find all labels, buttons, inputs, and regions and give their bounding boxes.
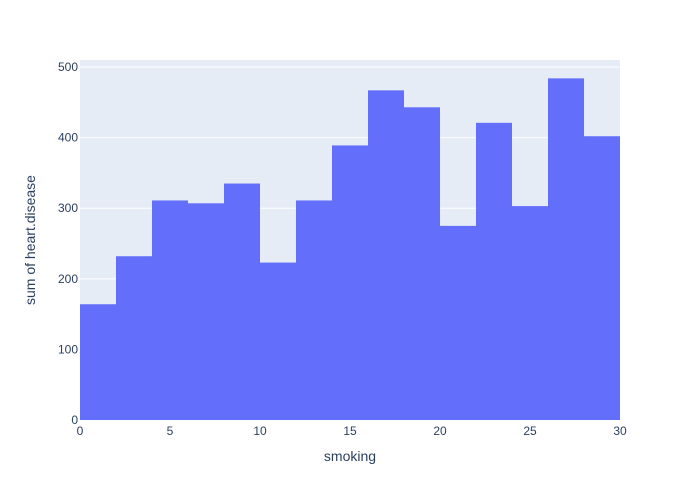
y-tick-label: 200 xyxy=(58,272,78,286)
x-tick-label: 20 xyxy=(433,424,447,438)
histogram-bar xyxy=(224,183,260,420)
x-tick-labels: 0 5 10 15 20 25 30 xyxy=(77,424,627,438)
y-tick-labels: 0 100 200 300 400 500 xyxy=(58,60,78,427)
bars xyxy=(80,78,620,421)
x-tick-label: 15 xyxy=(343,424,357,438)
x-tick-label: 0 xyxy=(77,424,84,438)
histogram-bar xyxy=(368,90,404,421)
histogram-bar xyxy=(188,203,224,420)
y-tick-label: 100 xyxy=(58,342,78,356)
x-tick-label: 30 xyxy=(613,424,627,438)
y-tick-label: 0 xyxy=(71,413,78,427)
histogram-bar xyxy=(548,78,584,421)
x-axis-title: smoking xyxy=(324,448,376,464)
histogram-bar xyxy=(440,225,476,420)
histogram-bar xyxy=(512,206,548,420)
histogram-bar xyxy=(332,145,368,421)
y-axis-title: sum of heart.disease xyxy=(22,175,38,305)
histogram-bar xyxy=(116,256,152,420)
histogram-bar xyxy=(80,304,116,420)
y-tick-label: 500 xyxy=(58,60,78,74)
y-tick-label: 400 xyxy=(58,131,78,145)
histogram-bar xyxy=(260,262,296,420)
histogram-bar xyxy=(404,107,440,420)
x-tick-label: 5 xyxy=(167,424,174,438)
histogram-bar xyxy=(152,200,188,420)
histogram-bar xyxy=(584,136,620,420)
x-tick-label: 25 xyxy=(523,424,537,438)
histogram-bar xyxy=(476,122,512,420)
x-tick-label: 10 xyxy=(253,424,267,438)
histogram-bar xyxy=(296,200,332,420)
y-tick-label: 300 xyxy=(58,201,78,215)
